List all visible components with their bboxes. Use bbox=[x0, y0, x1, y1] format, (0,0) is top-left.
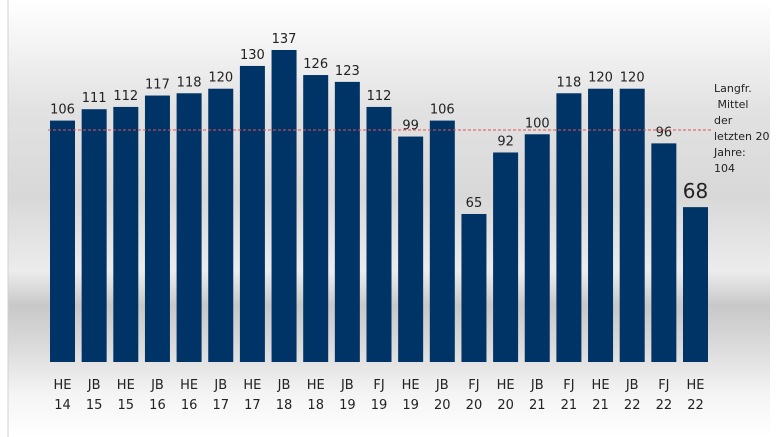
x-tick-label: 16 bbox=[149, 398, 166, 413]
x-tick-label: HE bbox=[497, 378, 515, 393]
data-label: 65 bbox=[466, 196, 483, 211]
x-tick-label: 21 bbox=[561, 398, 578, 413]
bar bbox=[81, 109, 107, 363]
reference-label-line: Langfr. bbox=[714, 82, 752, 95]
data-label: 120 bbox=[620, 71, 645, 86]
x-tick-label: 18 bbox=[276, 398, 293, 413]
reference-label-line: 104 bbox=[714, 162, 735, 175]
x-tick-label: 15 bbox=[86, 398, 103, 413]
bar bbox=[556, 93, 582, 362]
bar bbox=[303, 75, 329, 363]
bar bbox=[144, 95, 170, 362]
x-tick-label: 22 bbox=[687, 398, 704, 413]
data-label: 106 bbox=[430, 103, 455, 118]
x-tick-label: JB bbox=[435, 378, 449, 393]
x-tick-label: FJ bbox=[373, 378, 384, 393]
data-label: 130 bbox=[240, 48, 265, 63]
bar bbox=[619, 88, 645, 362]
bar bbox=[398, 136, 424, 362]
x-tick-label: FJ bbox=[658, 378, 669, 393]
data-label: 96 bbox=[656, 125, 673, 140]
x-tick-label: 20 bbox=[466, 398, 483, 413]
bar bbox=[524, 134, 550, 362]
x-tick-label: 18 bbox=[307, 398, 324, 413]
reference-label-line: letzten 20 bbox=[714, 130, 769, 143]
bar bbox=[588, 88, 614, 362]
bar bbox=[50, 120, 75, 362]
x-tick-label: 15 bbox=[118, 398, 135, 413]
data-label: 112 bbox=[113, 89, 138, 104]
x-tick-label: JB bbox=[340, 378, 354, 393]
bar bbox=[429, 120, 455, 362]
data-label: 99 bbox=[402, 119, 419, 134]
x-tick-label: 17 bbox=[212, 398, 229, 413]
x-tick-label: HE bbox=[307, 378, 325, 393]
x-tick-label: HE bbox=[180, 378, 198, 393]
data-label: 111 bbox=[82, 91, 107, 106]
data-label: 126 bbox=[303, 57, 328, 72]
reference-label-line: Mittel bbox=[714, 98, 749, 111]
data-label: 123 bbox=[335, 64, 360, 79]
data-label: 112 bbox=[367, 89, 392, 104]
bar bbox=[493, 152, 519, 362]
bar bbox=[334, 81, 360, 362]
x-tick-label: HE bbox=[402, 378, 420, 393]
data-label: 117 bbox=[145, 78, 170, 93]
x-tick-label: 17 bbox=[244, 398, 261, 413]
x-tick-label: 19 bbox=[371, 398, 388, 413]
bar bbox=[176, 93, 202, 362]
x-tick-label: 20 bbox=[434, 398, 451, 413]
x-tick-label: HE bbox=[687, 378, 705, 393]
reference-label-line: Jahre: bbox=[713, 146, 746, 159]
x-tick-label: FJ bbox=[468, 378, 479, 393]
reference-label-line: der bbox=[714, 114, 733, 127]
x-tick-label: JB bbox=[213, 378, 227, 393]
bar bbox=[683, 207, 708, 362]
bar bbox=[208, 88, 234, 362]
x-tick-label: JB bbox=[625, 378, 639, 393]
x-tick-label: JB bbox=[87, 378, 101, 393]
data-label: 68 bbox=[683, 179, 708, 203]
long-term-mean-label: Langfr. Mittel der letzten 20 Jahre: 104 bbox=[713, 82, 769, 175]
x-tick-label: JB bbox=[530, 378, 544, 393]
data-label: 118 bbox=[177, 75, 202, 90]
x-tick-label: 20 bbox=[497, 398, 514, 413]
x-tick-label: 16 bbox=[181, 398, 198, 413]
x-tick-label: 22 bbox=[624, 398, 641, 413]
x-tick-label: HE bbox=[54, 378, 72, 393]
data-label: 106 bbox=[50, 103, 75, 118]
bar bbox=[113, 106, 139, 363]
bar bbox=[271, 50, 297, 362]
x-tick-label: JB bbox=[150, 378, 164, 393]
x-tick-label: FJ bbox=[563, 378, 574, 393]
data-label: 120 bbox=[588, 71, 613, 86]
x-tick-label: JB bbox=[277, 378, 291, 393]
bar bbox=[461, 213, 487, 362]
x-tick-label: 21 bbox=[592, 398, 609, 413]
x-tick-label: 14 bbox=[54, 398, 71, 413]
x-tick-label: 19 bbox=[402, 398, 419, 413]
x-tick-label: 19 bbox=[339, 398, 356, 413]
data-label: 120 bbox=[208, 71, 233, 86]
bar bbox=[239, 65, 265, 363]
data-label: 92 bbox=[497, 134, 514, 149]
bar bbox=[651, 143, 677, 362]
bar bbox=[366, 106, 392, 363]
data-label: 118 bbox=[556, 75, 581, 90]
x-tick-label: HE bbox=[117, 378, 135, 393]
data-label: 137 bbox=[272, 32, 297, 47]
x-tick-label: HE bbox=[592, 378, 610, 393]
x-tick-label: 21 bbox=[529, 398, 546, 413]
x-tick-label: HE bbox=[243, 378, 261, 393]
data-label: 100 bbox=[525, 116, 550, 131]
x-tick-label: 22 bbox=[656, 398, 673, 413]
